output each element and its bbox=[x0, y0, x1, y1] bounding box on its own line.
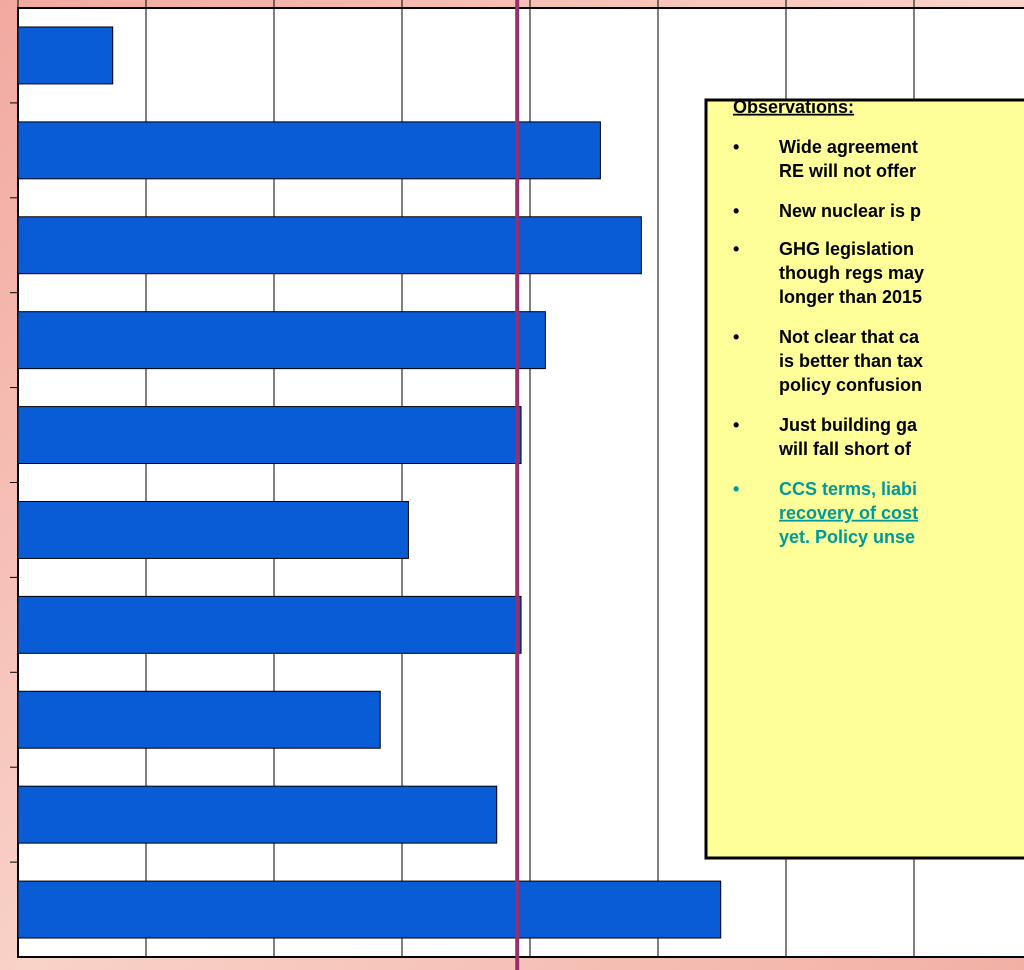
observation-line: policy confusion bbox=[779, 375, 922, 395]
bullet: • bbox=[733, 201, 739, 221]
observations-title: Observations: bbox=[733, 97, 854, 117]
bar bbox=[17, 785, 498, 844]
bar bbox=[17, 690, 381, 749]
observation-line: RE will not offer bbox=[779, 161, 916, 181]
observation-line: Just building ga bbox=[779, 415, 918, 435]
observations: Observations: • Wide agreement RE will not… bbox=[704, 97, 1024, 860]
bar bbox=[17, 880, 722, 939]
observation-line: is better than tax bbox=[779, 351, 923, 371]
bar bbox=[17, 216, 642, 275]
bullet: • bbox=[733, 239, 739, 259]
bullet: • bbox=[733, 327, 739, 347]
bullet: • bbox=[733, 479, 739, 499]
bar bbox=[17, 311, 546, 370]
observation-line: longer than 2015 bbox=[779, 287, 922, 307]
observation-line: GHG legislation bbox=[779, 239, 914, 259]
bar bbox=[17, 595, 522, 654]
chart bbox=[10, 0, 915, 970]
observation-line: Not clear that ca bbox=[779, 327, 920, 347]
bar bbox=[17, 26, 114, 85]
bullet: • bbox=[733, 137, 739, 157]
observation-line: recovery of cost bbox=[779, 503, 918, 523]
observation-line: CCS terms, liabi bbox=[779, 479, 917, 499]
bullet: • bbox=[733, 415, 739, 435]
observation-line: will fall short of bbox=[778, 439, 912, 459]
observation-line: New nuclear is p bbox=[779, 201, 921, 221]
observations-box bbox=[704, 98, 1024, 860]
bar bbox=[17, 121, 601, 180]
observation-line: yet. Policy unse bbox=[779, 527, 915, 547]
observation-line: Wide agreement bbox=[779, 137, 918, 157]
bar bbox=[17, 500, 409, 559]
bar bbox=[17, 406, 522, 465]
observation-line: though regs may bbox=[779, 263, 924, 283]
